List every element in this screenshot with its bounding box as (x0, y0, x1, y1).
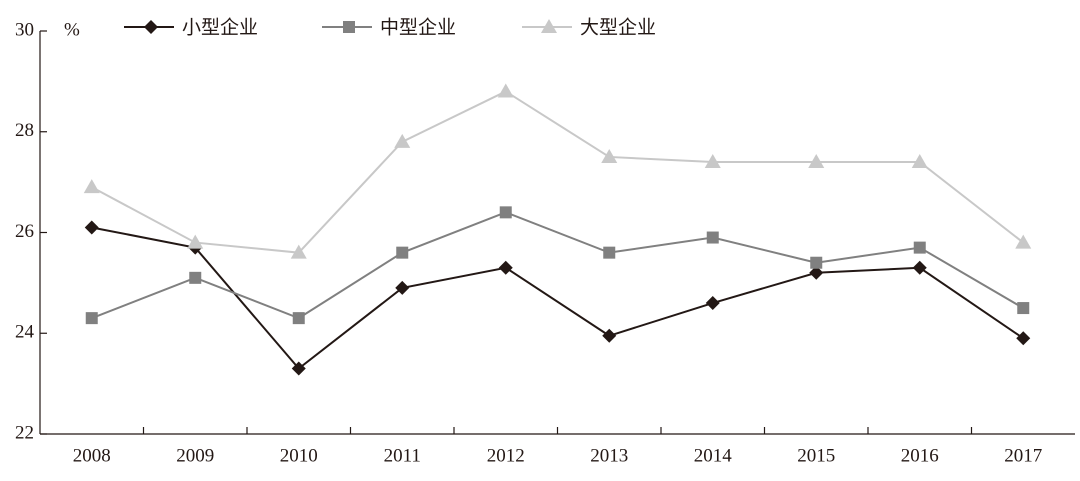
y-tick-label: 28 (15, 120, 34, 141)
x-tick-label: 2013 (590, 445, 628, 466)
legend-label: 小型企业 (182, 17, 258, 39)
point (499, 206, 512, 219)
point (601, 148, 618, 163)
point (809, 265, 824, 280)
legend-marker (343, 21, 355, 33)
series-line (91, 211, 1024, 320)
point (498, 260, 513, 275)
y-unit: % (64, 19, 80, 40)
point (1015, 234, 1032, 249)
x-tick-label: 2015 (797, 445, 835, 466)
y-tick-label: 26 (15, 221, 34, 242)
point (187, 234, 204, 249)
point (85, 312, 98, 325)
point (602, 328, 617, 343)
point (189, 271, 202, 284)
point (291, 361, 306, 376)
point (83, 179, 100, 194)
point (706, 231, 719, 244)
point (497, 83, 514, 98)
x-tick-label: 2017 (1004, 445, 1042, 466)
x-tick-label: 2014 (694, 445, 733, 466)
point (808, 153, 825, 168)
point (912, 260, 927, 275)
x-tick-label: 2011 (384, 445, 421, 466)
point (704, 153, 721, 168)
y-tick-label: 24 (15, 322, 35, 343)
point (603, 246, 616, 259)
series-line (91, 226, 1024, 370)
point (396, 246, 409, 259)
y-tick-label: 22 (15, 422, 34, 443)
legend-label: 大型企业 (580, 17, 656, 39)
point (810, 256, 823, 269)
x-tick-label: 2010 (280, 445, 318, 466)
point (290, 244, 307, 259)
point (911, 153, 928, 168)
x-tick-label: 2008 (73, 445, 111, 466)
point (1017, 302, 1030, 315)
point (705, 296, 720, 311)
point (395, 280, 410, 295)
legend-marker (144, 20, 158, 34)
point (84, 220, 99, 235)
y-tick-label: 30 (15, 19, 34, 40)
x-tick-label: 2012 (487, 445, 525, 466)
point (1016, 331, 1031, 346)
point (394, 133, 411, 148)
point (292, 312, 305, 325)
point (913, 241, 926, 254)
legend-label: 中型企业 (380, 17, 456, 39)
series-line (91, 90, 1024, 254)
x-tick-label: 2009 (176, 445, 214, 466)
legend-marker (541, 19, 557, 33)
x-tick-label: 2016 (901, 445, 939, 466)
